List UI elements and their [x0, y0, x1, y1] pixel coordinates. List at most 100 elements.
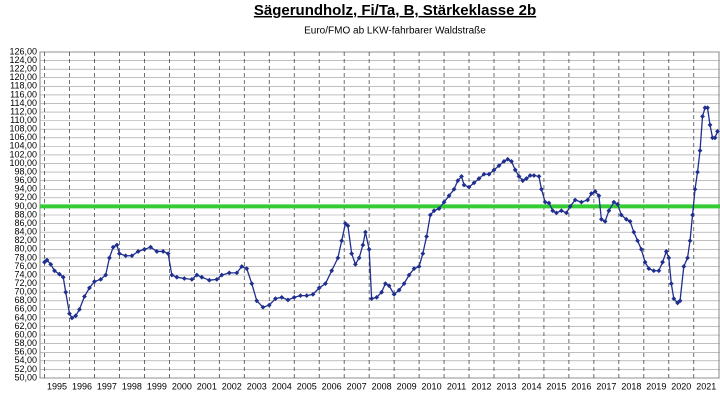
- data-point: [386, 283, 392, 289]
- y-tick-label: 120,00: [9, 72, 37, 82]
- data-point: [598, 216, 604, 222]
- data-point: [356, 255, 362, 261]
- y-tick-label: 60,00: [14, 329, 37, 339]
- x-tick-label: 2019: [646, 381, 666, 391]
- x-tick-label: 2017: [596, 381, 616, 391]
- data-point: [666, 255, 672, 261]
- data-point: [466, 184, 472, 190]
- data-point: [710, 135, 715, 141]
- y-tick-label: 96,00: [14, 175, 37, 185]
- y-tick-label: 72,00: [14, 278, 37, 288]
- data-point: [310, 291, 316, 297]
- y-tick-label: 76,00: [14, 261, 37, 271]
- data-point: [323, 281, 328, 287]
- data-point: [520, 178, 526, 184]
- data-point: [189, 276, 195, 282]
- data-point: [343, 221, 348, 226]
- y-tick-label: 86,00: [14, 218, 37, 228]
- data-point: [585, 197, 591, 203]
- chart-subtitle: Euro/FMO ab LKW-fahrbarer Waldstraße: [304, 26, 486, 37]
- y-tick-label: 90,00: [14, 201, 37, 211]
- data-point: [559, 208, 564, 214]
- data-point: [687, 238, 693, 244]
- data-point: [154, 249, 160, 254]
- data-point: [668, 281, 674, 287]
- data-point: [536, 173, 542, 179]
- data-point: [663, 249, 669, 254]
- data-point: [697, 148, 703, 154]
- data-point: [671, 296, 677, 302]
- x-tick-label: 2000: [172, 381, 192, 391]
- data-point: [660, 259, 665, 265]
- data-point: [459, 173, 464, 179]
- data-point: [141, 246, 147, 252]
- data-point: [249, 281, 255, 287]
- data-point: [496, 163, 502, 169]
- data-point: [461, 182, 467, 188]
- data-point: [451, 186, 457, 192]
- data-point: [446, 193, 452, 199]
- data-point: [335, 255, 341, 261]
- data-point: [702, 105, 708, 111]
- data-point: [98, 276, 104, 282]
- y-tick-label: 56,00: [14, 347, 37, 357]
- data-point: [692, 186, 698, 192]
- data-point: [491, 167, 497, 173]
- y-tick-label: 106,00: [9, 132, 37, 142]
- data-point: [69, 315, 75, 321]
- x-tick-label: 2001: [197, 381, 217, 391]
- data-point: [165, 251, 171, 257]
- data-point: [67, 311, 72, 317]
- data-point: [509, 158, 514, 164]
- data-point: [329, 268, 335, 274]
- data-point: [455, 178, 461, 184]
- data-point: [169, 272, 175, 278]
- data-point: [279, 294, 285, 300]
- data-point: [57, 271, 62, 277]
- data-point: [44, 257, 50, 263]
- data-point: [588, 191, 594, 196]
- data-point: [362, 229, 368, 235]
- data-point: [651, 268, 657, 274]
- data-point: [516, 173, 522, 179]
- data-point: [554, 210, 559, 216]
- y-tick-label: 70,00: [14, 287, 37, 297]
- data-point: [642, 259, 648, 265]
- data-point: [695, 169, 700, 175]
- y-tick-label: 104,00: [9, 141, 37, 151]
- data-point: [646, 266, 652, 272]
- data-point: [123, 253, 129, 259]
- data-point: [539, 186, 544, 192]
- data-point: [304, 293, 310, 299]
- y-tick-label: 118,00: [10, 81, 37, 91]
- data-point: [369, 296, 375, 302]
- y-tick-label: 108,00: [9, 124, 37, 134]
- data-point: [63, 289, 69, 295]
- data-point: [656, 268, 662, 274]
- data-point: [685, 255, 690, 261]
- data-point: [481, 171, 487, 177]
- y-tick-label: 74,00: [14, 269, 37, 279]
- x-tick-label: 2005: [297, 381, 317, 391]
- data-point: [550, 208, 556, 214]
- data-point: [214, 276, 220, 282]
- data-point: [441, 199, 447, 205]
- data-point: [148, 244, 154, 250]
- data-point: [73, 313, 79, 319]
- data-point: [114, 242, 120, 248]
- data-point: [564, 210, 569, 216]
- data-point: [48, 261, 54, 267]
- x-tick-label: 2010: [422, 381, 442, 391]
- data-point: [615, 201, 621, 207]
- data-point: [476, 176, 482, 181]
- data-point: [135, 249, 141, 254]
- x-tick-label: 2018: [621, 381, 641, 391]
- data-point: [512, 167, 518, 173]
- data-point: [181, 276, 187, 281]
- data-point: [345, 223, 351, 229]
- data-point: [339, 238, 345, 244]
- data-point: [690, 212, 695, 218]
- data-point: [379, 289, 385, 295]
- y-tick-label: 114,00: [10, 98, 37, 108]
- data-point: [627, 219, 633, 224]
